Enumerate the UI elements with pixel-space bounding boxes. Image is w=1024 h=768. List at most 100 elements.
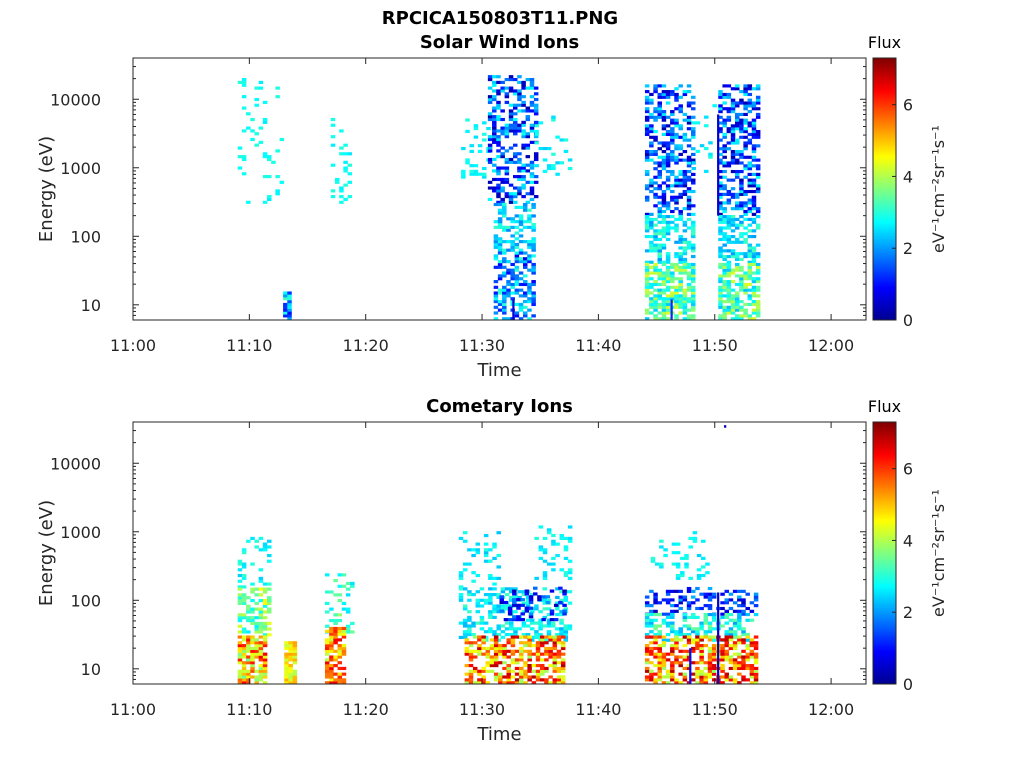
colorbar-segment (873, 97, 896, 100)
data-cell (653, 317, 658, 321)
data-cell (747, 277, 753, 281)
data-cell (527, 282, 532, 287)
data-cell (724, 621, 730, 625)
data-cell (521, 103, 526, 107)
data-cell (330, 163, 336, 167)
data-cell (649, 92, 654, 97)
data-cell (531, 681, 537, 685)
data-cell (525, 77, 531, 82)
data-cell (747, 207, 753, 211)
data-cell (755, 308, 761, 312)
data-cell (691, 280, 696, 284)
data-cell (533, 92, 539, 96)
data-cell (670, 92, 675, 97)
data-cell (517, 80, 522, 84)
data-cell (246, 641, 251, 645)
data-cell (508, 146, 514, 150)
x-axis-label: Time (476, 360, 521, 381)
data-cell (674, 314, 679, 318)
data-cell (653, 217, 658, 222)
data-cell (467, 562, 472, 566)
data-cell (751, 249, 757, 253)
data-cell (555, 595, 560, 600)
colorbar-segment (873, 518, 896, 521)
data-line (670, 299, 673, 320)
data-cell (553, 603, 559, 607)
data-cell (488, 587, 493, 591)
data-cell (657, 297, 662, 301)
data-cell (661, 246, 667, 250)
data-cell (546, 166, 552, 171)
data-cell (743, 212, 748, 216)
data-cell (722, 243, 727, 247)
data-cell (734, 84, 740, 88)
colorbar-segment (873, 130, 896, 133)
data-cell (644, 262, 650, 267)
data-cell (705, 562, 710, 566)
data-cell (730, 229, 736, 233)
data-cell (657, 268, 662, 272)
data-cell (718, 115, 723, 119)
data-cell (747, 141, 753, 145)
data-cell (743, 135, 748, 139)
data-cell (644, 669, 650, 673)
colorbar-segment (873, 585, 896, 589)
data-cell (722, 265, 727, 269)
data-cell (657, 169, 662, 174)
data-cell (548, 652, 553, 656)
data-cell (674, 198, 679, 202)
data-cell (538, 610, 543, 614)
data-cell (747, 138, 753, 142)
data-cell (755, 215, 761, 219)
data-cell (682, 302, 688, 307)
data-cell (493, 225, 499, 229)
data-cell (250, 641, 255, 645)
colorbar-frame (872, 57, 897, 321)
data-cell (292, 681, 298, 685)
data-cell (250, 666, 255, 671)
data-cell (703, 621, 709, 625)
data-cell (657, 277, 662, 281)
data-cell (747, 260, 753, 264)
data-cell (467, 590, 472, 594)
data-cell (514, 214, 520, 218)
data-cell (751, 235, 757, 239)
data-cell (492, 610, 497, 614)
data-cell (661, 232, 667, 236)
data-cell (523, 300, 528, 304)
data-cell (707, 664, 713, 668)
data-cell (527, 649, 532, 653)
data-cell (493, 265, 499, 269)
data-cell (508, 183, 514, 187)
data-cell (329, 632, 334, 636)
colorbar-label: eV⁻¹cm⁻²sr⁻¹s⁻¹ (929, 489, 948, 617)
data-cell (722, 268, 727, 272)
data-cell (649, 612, 654, 617)
data-cell (333, 579, 338, 583)
data-cell (747, 317, 753, 321)
data-cell (653, 612, 658, 617)
data-cell (539, 672, 545, 676)
data-cell (513, 126, 518, 130)
data-cell (343, 166, 348, 170)
data-cell (552, 641, 558, 645)
data-cell (695, 641, 700, 645)
data-cell (678, 282, 683, 287)
data-cell (262, 635, 268, 639)
data-cell (275, 86, 280, 90)
data-cell (477, 149, 483, 153)
data-cell (464, 652, 470, 656)
colorbar-segment (873, 598, 896, 602)
data-cell (653, 300, 658, 304)
data-cell (730, 240, 736, 244)
data-cell (552, 644, 558, 648)
data-cell (510, 641, 516, 645)
data-cell (680, 573, 685, 578)
data-cell (682, 658, 688, 662)
data-cell (500, 129, 505, 133)
data-cell (544, 641, 549, 645)
data-cell (665, 90, 671, 94)
data-cell (703, 672, 709, 676)
data-cell (665, 204, 671, 208)
data-cell (665, 155, 671, 159)
